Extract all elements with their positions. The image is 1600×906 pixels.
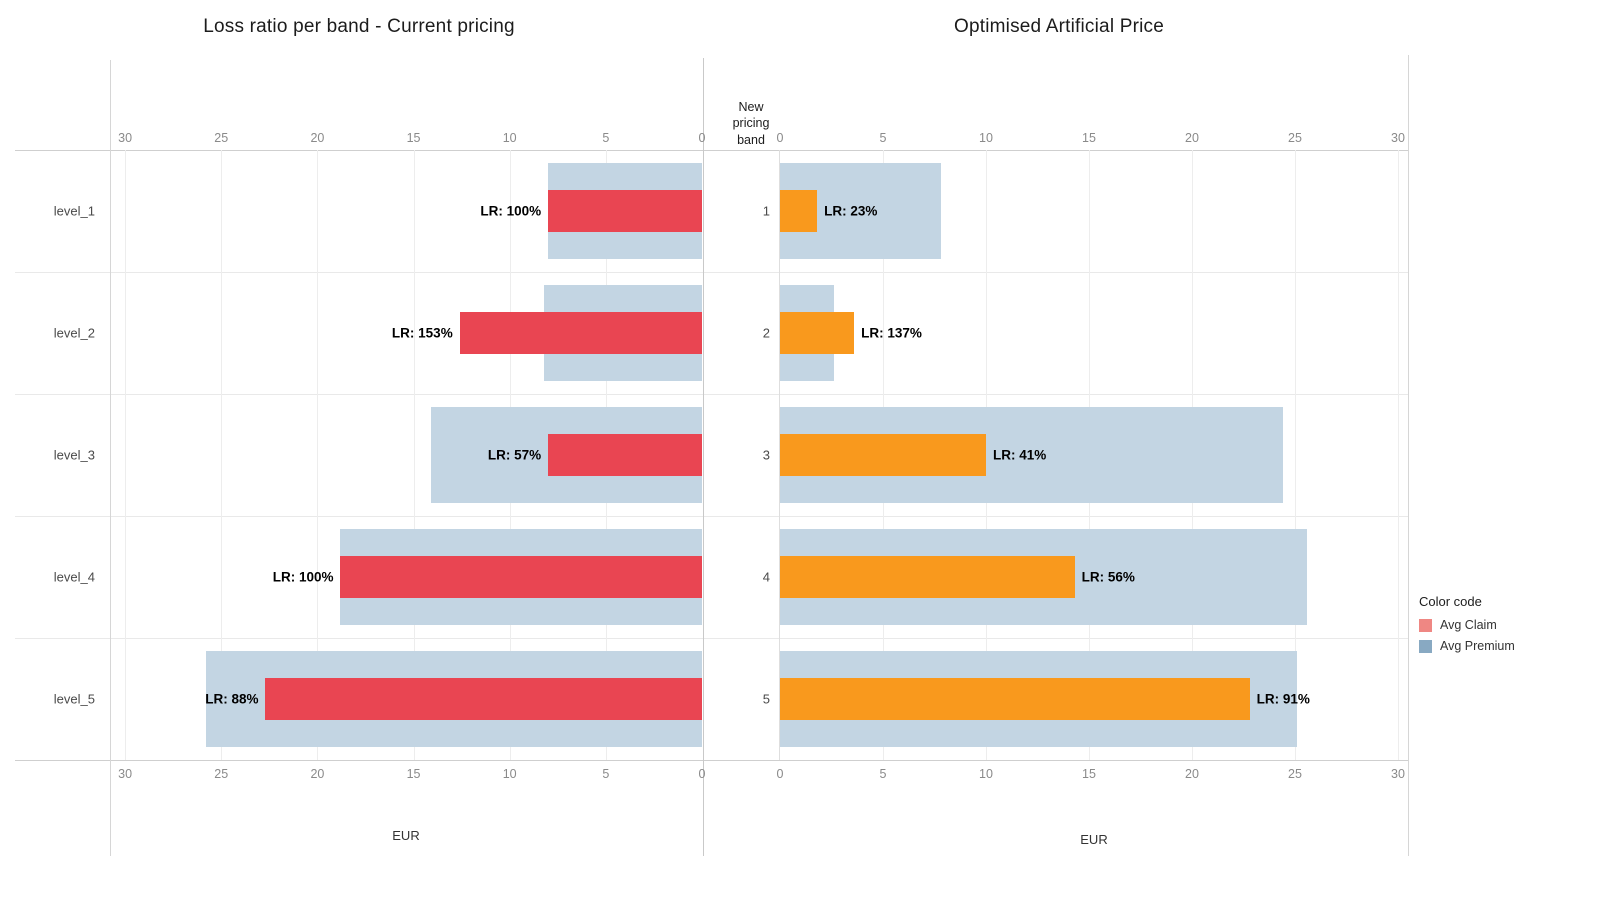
x-axis-tick-bottom: 25 — [1288, 767, 1302, 781]
right-panel-border-line — [1408, 55, 1409, 856]
row-separator-line — [15, 394, 1408, 395]
band-axis-header: New pricing band — [732, 100, 770, 147]
band-label: level_2 — [53, 325, 95, 341]
left-x-axis-title: EUR — [392, 828, 420, 843]
plot-gridline — [413, 150, 415, 760]
avg-claim-bar[interactable] — [780, 434, 986, 476]
band-label: 3 — [762, 447, 770, 463]
x-axis-tick-top: 20 — [1185, 131, 1199, 145]
band-label: 1 — [762, 203, 770, 219]
left-chart-title: Loss ratio per band - Current pricing — [203, 16, 515, 37]
right-x-axis-title: EUR — [1080, 832, 1108, 847]
x-axis-tick-top: 25 — [1288, 131, 1302, 145]
x-axis-tick-bottom: 10 — [979, 767, 993, 781]
row-separator-line — [15, 516, 1408, 517]
legend-items: Avg Claim Avg Premium — [1419, 618, 1594, 653]
band-label: level_4 — [53, 569, 95, 585]
legend-title: Color code — [1419, 594, 1482, 609]
right-chart-title: Optimised Artificial Price — [953, 16, 1165, 37]
row-separator-line — [15, 272, 1408, 273]
loss-ratio-label: LR: 88% — [205, 691, 259, 707]
loss-ratio-label: LR: 56% — [1081, 569, 1135, 585]
band-label: level_3 — [53, 447, 95, 463]
x-axis-tick-top: 30 — [1391, 131, 1405, 145]
avg-claim-bar[interactable] — [780, 190, 818, 232]
band-label: level_5 — [53, 691, 95, 707]
x-axis-tick-bottom: 10 — [502, 767, 517, 781]
x-axis-tick-top: 5 — [879, 131, 887, 145]
x-axis-tick-top: 10 — [979, 131, 993, 145]
loss-ratio-label: LR: 153% — [391, 325, 453, 341]
band-label: 4 — [762, 569, 770, 585]
x-axis-tick-top: 30 — [118, 131, 133, 145]
legend-item-avg-premium[interactable]: Avg Premium — [1419, 639, 1594, 653]
x-axis-tick-bottom: 0 — [776, 767, 784, 781]
loss-ratio-label: LR: 23% — [824, 203, 878, 219]
loss-ratio-label: LR: 100% — [480, 203, 542, 219]
x-axis-tick-bottom: 5 — [879, 767, 887, 781]
band-label: 2 — [762, 325, 770, 341]
color-legend: Color code Avg Claim Avg Premium — [1419, 594, 1594, 660]
avg-claim-bar[interactable] — [780, 312, 855, 354]
x-axis-tick-top: 10 — [502, 131, 517, 145]
legend-item-avg-claim[interactable]: Avg Claim — [1419, 618, 1594, 632]
x-axis-tick-top: 15 — [406, 131, 421, 145]
left-panel-border-line — [110, 60, 111, 856]
avg-claim-bar[interactable] — [548, 190, 702, 232]
x-axis-tick-top: 0 — [776, 131, 784, 145]
loss-ratio-label: LR: 137% — [861, 325, 922, 341]
x-axis-tick-bottom: 25 — [214, 767, 229, 781]
band-label: level_1 — [53, 203, 95, 219]
x-axis-tick-bottom: 20 — [310, 767, 325, 781]
loss-ratio-label: LR: 91% — [1256, 691, 1310, 707]
plot-gridline — [1398, 150, 1399, 760]
x-axis-tick-top: 0 — [698, 131, 706, 145]
legend-item-label: Avg Claim — [1440, 618, 1497, 632]
x-axis-tick-bottom: 5 — [602, 767, 610, 781]
x-axis-tick-bottom: 20 — [1185, 767, 1199, 781]
x-axis-tick-bottom: 30 — [1391, 767, 1405, 781]
loss-ratio-label: LR: 57% — [487, 447, 542, 463]
legend-color-swatch — [1419, 639, 1432, 653]
loss-ratio-label: LR: 41% — [993, 447, 1047, 463]
plot-gridline — [1295, 150, 1296, 760]
top-axis-line — [15, 150, 1408, 151]
avg-claim-bar[interactable] — [780, 556, 1075, 598]
x-axis-tick-bottom: 30 — [118, 767, 133, 781]
loss-ratio-label: LR: 100% — [272, 569, 334, 585]
row-separator-line — [15, 638, 1408, 639]
legend-item-label: Avg Premium — [1440, 639, 1515, 653]
legend-color-swatch — [1419, 618, 1432, 632]
x-axis-tick-bottom: 15 — [406, 767, 421, 781]
plot-gridline — [125, 150, 127, 760]
x-axis-tick-top: 15 — [1082, 131, 1096, 145]
right-zero-axis-line — [779, 150, 780, 760]
avg-claim-bar[interactable] — [340, 556, 702, 598]
plot-gridline — [221, 150, 223, 760]
x-axis-tick-bottom: 0 — [698, 767, 706, 781]
avg-claim-bar[interactable] — [548, 434, 702, 476]
avg-claim-bar[interactable] — [265, 678, 702, 720]
x-axis-tick-top: 5 — [602, 131, 610, 145]
bottom-axis-line — [15, 760, 1408, 761]
avg-claim-bar[interactable] — [459, 312, 702, 354]
x-axis-tick-bottom: 15 — [1082, 767, 1096, 781]
plot-gridline — [317, 150, 319, 760]
panel-divider-line — [703, 58, 704, 856]
x-axis-tick-top: 25 — [214, 131, 229, 145]
band-label: 5 — [762, 691, 770, 707]
x-axis-tick-top: 20 — [310, 131, 325, 145]
avg-claim-bar[interactable] — [780, 678, 1250, 720]
